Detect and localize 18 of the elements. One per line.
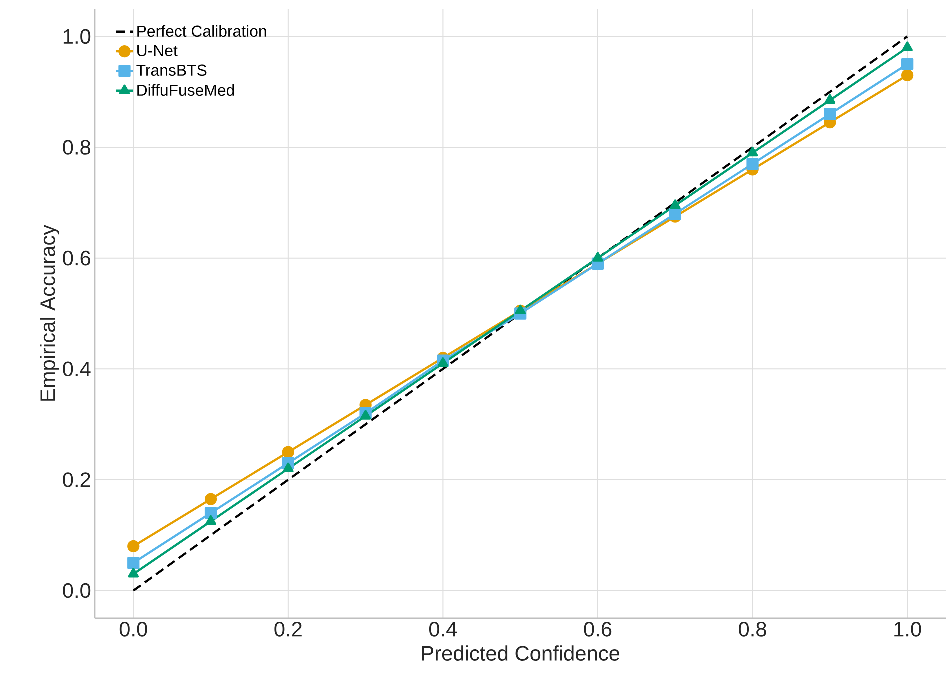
legend-label: TransBTS: [136, 64, 207, 76]
y-axis-title: Empirical Accuracy: [40, 224, 60, 401]
y-tick-label: 1.0: [64, 29, 91, 44]
y-tick-label: 0.4: [63, 362, 91, 376]
x-tick-label: 0.8: [739, 622, 766, 637]
x-tick-label: 0.2: [274, 622, 302, 637]
x-tick-label: 0.6: [584, 622, 612, 637]
y-tick-label: 0.0: [63, 583, 91, 598]
legend-label: DiffuFuseMed: [138, 84, 234, 96]
x-tick-label: 0.4: [429, 622, 458, 637]
y-tick-label: 0.6: [63, 250, 90, 266]
x-tick-label: 1.0: [894, 622, 922, 637]
y-tick-label: 0.8: [63, 140, 90, 155]
x-tick-label: 0.0: [120, 622, 148, 637]
y-tick-label: 0.2: [63, 472, 90, 488]
legend-label: U-Net: [138, 45, 178, 56]
legend-label: Perfect Calibration: [138, 25, 266, 37]
x-axis-title: Predicted Confidence: [422, 645, 620, 661]
